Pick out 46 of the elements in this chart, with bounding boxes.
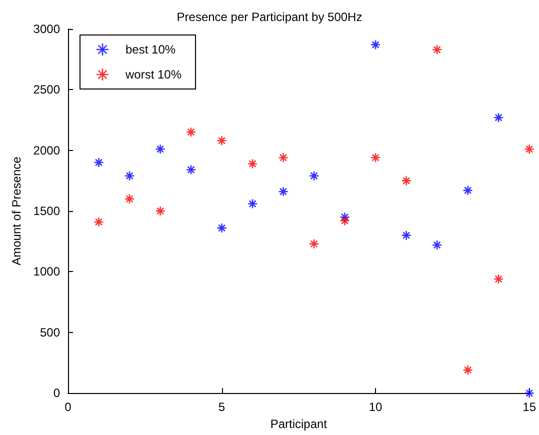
point <box>216 222 227 234</box>
point <box>432 240 442 250</box>
y-tick-label: 2500 <box>33 82 60 97</box>
point <box>155 144 166 154</box>
point <box>216 136 227 146</box>
point <box>401 230 412 240</box>
point <box>94 157 104 168</box>
point <box>124 170 135 182</box>
point <box>155 206 166 216</box>
y-tick-label: 3000 <box>33 22 60 36</box>
legend-label: worst 10% <box>124 68 182 82</box>
point <box>401 176 412 186</box>
y-tick-label: 500 <box>40 325 60 340</box>
point <box>278 152 288 163</box>
x-tick-label: 0 <box>64 400 72 414</box>
point <box>308 170 320 182</box>
y-axis-title: Amount of Presence <box>9 156 24 266</box>
point <box>370 152 381 163</box>
point <box>247 158 258 169</box>
point <box>340 212 350 222</box>
point <box>462 364 473 376</box>
x-axis-title: Participant <box>270 417 328 431</box>
point <box>462 185 473 196</box>
point <box>524 144 534 154</box>
point <box>124 194 135 204</box>
point <box>186 164 196 175</box>
point <box>94 216 104 228</box>
point <box>340 216 350 226</box>
y-tick-label: 1000 <box>33 264 60 279</box>
point <box>186 127 196 138</box>
point <box>308 238 320 249</box>
point <box>493 112 504 123</box>
point <box>278 186 288 197</box>
point <box>370 40 381 50</box>
x-tick-label: 5 <box>218 400 226 414</box>
x-tick-label: 15 <box>522 400 536 414</box>
point <box>524 388 534 398</box>
chart-title: Presence per Participant by 500Hz <box>176 10 362 24</box>
y-tick-label: 1500 <box>33 204 60 218</box>
point <box>432 44 442 55</box>
y-tick-label: 0 <box>53 386 60 400</box>
point <box>247 198 258 209</box>
legend-label: best 10% <box>126 42 176 56</box>
x-tick-label: 10 <box>368 400 383 414</box>
point <box>493 274 504 284</box>
y-tick-label: 2000 <box>33 143 60 158</box>
